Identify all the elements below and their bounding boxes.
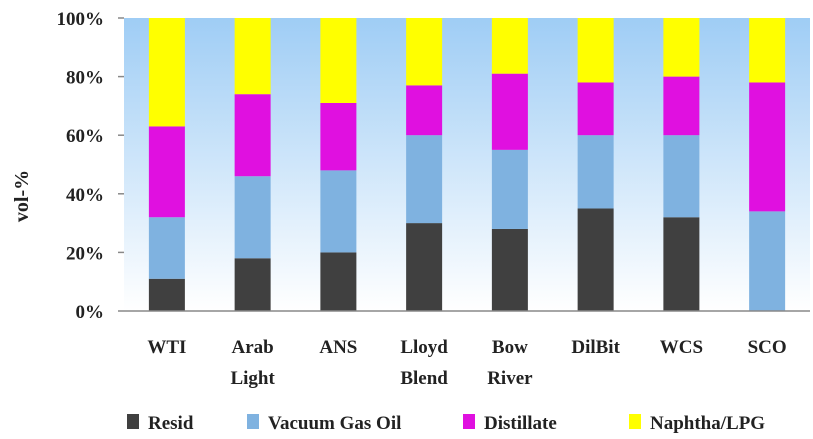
legend-label: Vacuum Gas Oil [268, 413, 401, 434]
bar-segment-vacuum-gas-oil [749, 211, 786, 311]
bar-segment-distillate [320, 102, 357, 171]
y-tick-label: 100% [57, 9, 105, 30]
bar-segment-vacuum-gas-oil [491, 149, 528, 229]
legend: Resid Vacuum Gas Oil Distillate Naphtha/LPG [127, 413, 765, 434]
legend-label: Naphtha/LPG [650, 413, 765, 434]
legend-swatch [247, 414, 259, 429]
bar-segment-distillate [148, 126, 185, 218]
bar-segment-distillate [577, 82, 614, 136]
bar-segment-resid [148, 278, 185, 311]
y-tick-label: 60% [66, 126, 104, 147]
legend-swatch [127, 414, 139, 429]
bar-segment-resid [406, 223, 443, 311]
legend-label: Resid [148, 413, 194, 434]
bar-segment-naphtha-lpg [663, 18, 700, 77]
bar-segment-naphtha-lpg [749, 18, 786, 83]
bar-segment-naphtha-lpg [577, 18, 614, 83]
y-tick-label: 20% [66, 243, 104, 264]
bar-segment-distillate [663, 76, 700, 136]
legend-swatch [463, 414, 475, 429]
y-tick-label: 80% [66, 68, 104, 89]
bar-segment-resid [577, 208, 614, 311]
bar-segment-naphtha-lpg [491, 18, 528, 74]
bar-segment-resid [663, 217, 700, 311]
x-category-label: ANS [319, 337, 357, 358]
bar-segment-resid [234, 258, 271, 311]
bar-segment-naphtha-lpg [234, 18, 271, 95]
bar-segment-vacuum-gas-oil [406, 135, 443, 224]
bar-segment-vacuum-gas-oil [320, 170, 357, 253]
bar-segment-distillate [234, 94, 271, 177]
x-category-label: WCS [660, 337, 703, 358]
y-tick-label: 0% [76, 302, 105, 323]
x-category-label: DilBit [571, 337, 620, 358]
x-labels-group: WTI Arab Light ANS Lloyd Blend Bow River DilBit W… [147, 337, 786, 389]
y-axis-title: vol-% [11, 170, 33, 222]
x-category-label: Blend [400, 368, 448, 389]
bar-segment-resid [320, 252, 357, 311]
x-category-label: River [487, 368, 533, 389]
bar-segment-naphtha-lpg [406, 18, 443, 86]
bar-segment-distillate [491, 73, 528, 150]
bar-segment-naphtha-lpg [320, 18, 357, 103]
bar-segment-vacuum-gas-oil [577, 135, 614, 209]
bar-segment-distillate [749, 82, 786, 212]
bar-segment-resid [491, 228, 528, 311]
x-category-label: WTI [147, 337, 186, 358]
x-category-label: SCO [748, 337, 787, 358]
y-tick-label: 40% [66, 185, 104, 206]
x-category-label: Light [230, 368, 275, 389]
legend-label: Distillate [484, 413, 557, 434]
bar-segment-naphtha-lpg [148, 18, 185, 127]
bar-segment-vacuum-gas-oil [663, 135, 700, 218]
bars-group [148, 18, 786, 311]
y-ticks-group: 0% 20% 40% 60% 80% 100% [57, 9, 124, 323]
x-category-label: Lloyd [400, 337, 448, 358]
bar-segment-vacuum-gas-oil [148, 217, 185, 279]
x-category-label: Bow [492, 337, 528, 358]
legend-swatch [629, 414, 641, 429]
bar-segment-vacuum-gas-oil [234, 176, 271, 259]
bar-segment-distillate [406, 85, 443, 136]
plot-area [124, 18, 810, 311]
x-category-label: Arab [232, 337, 274, 358]
